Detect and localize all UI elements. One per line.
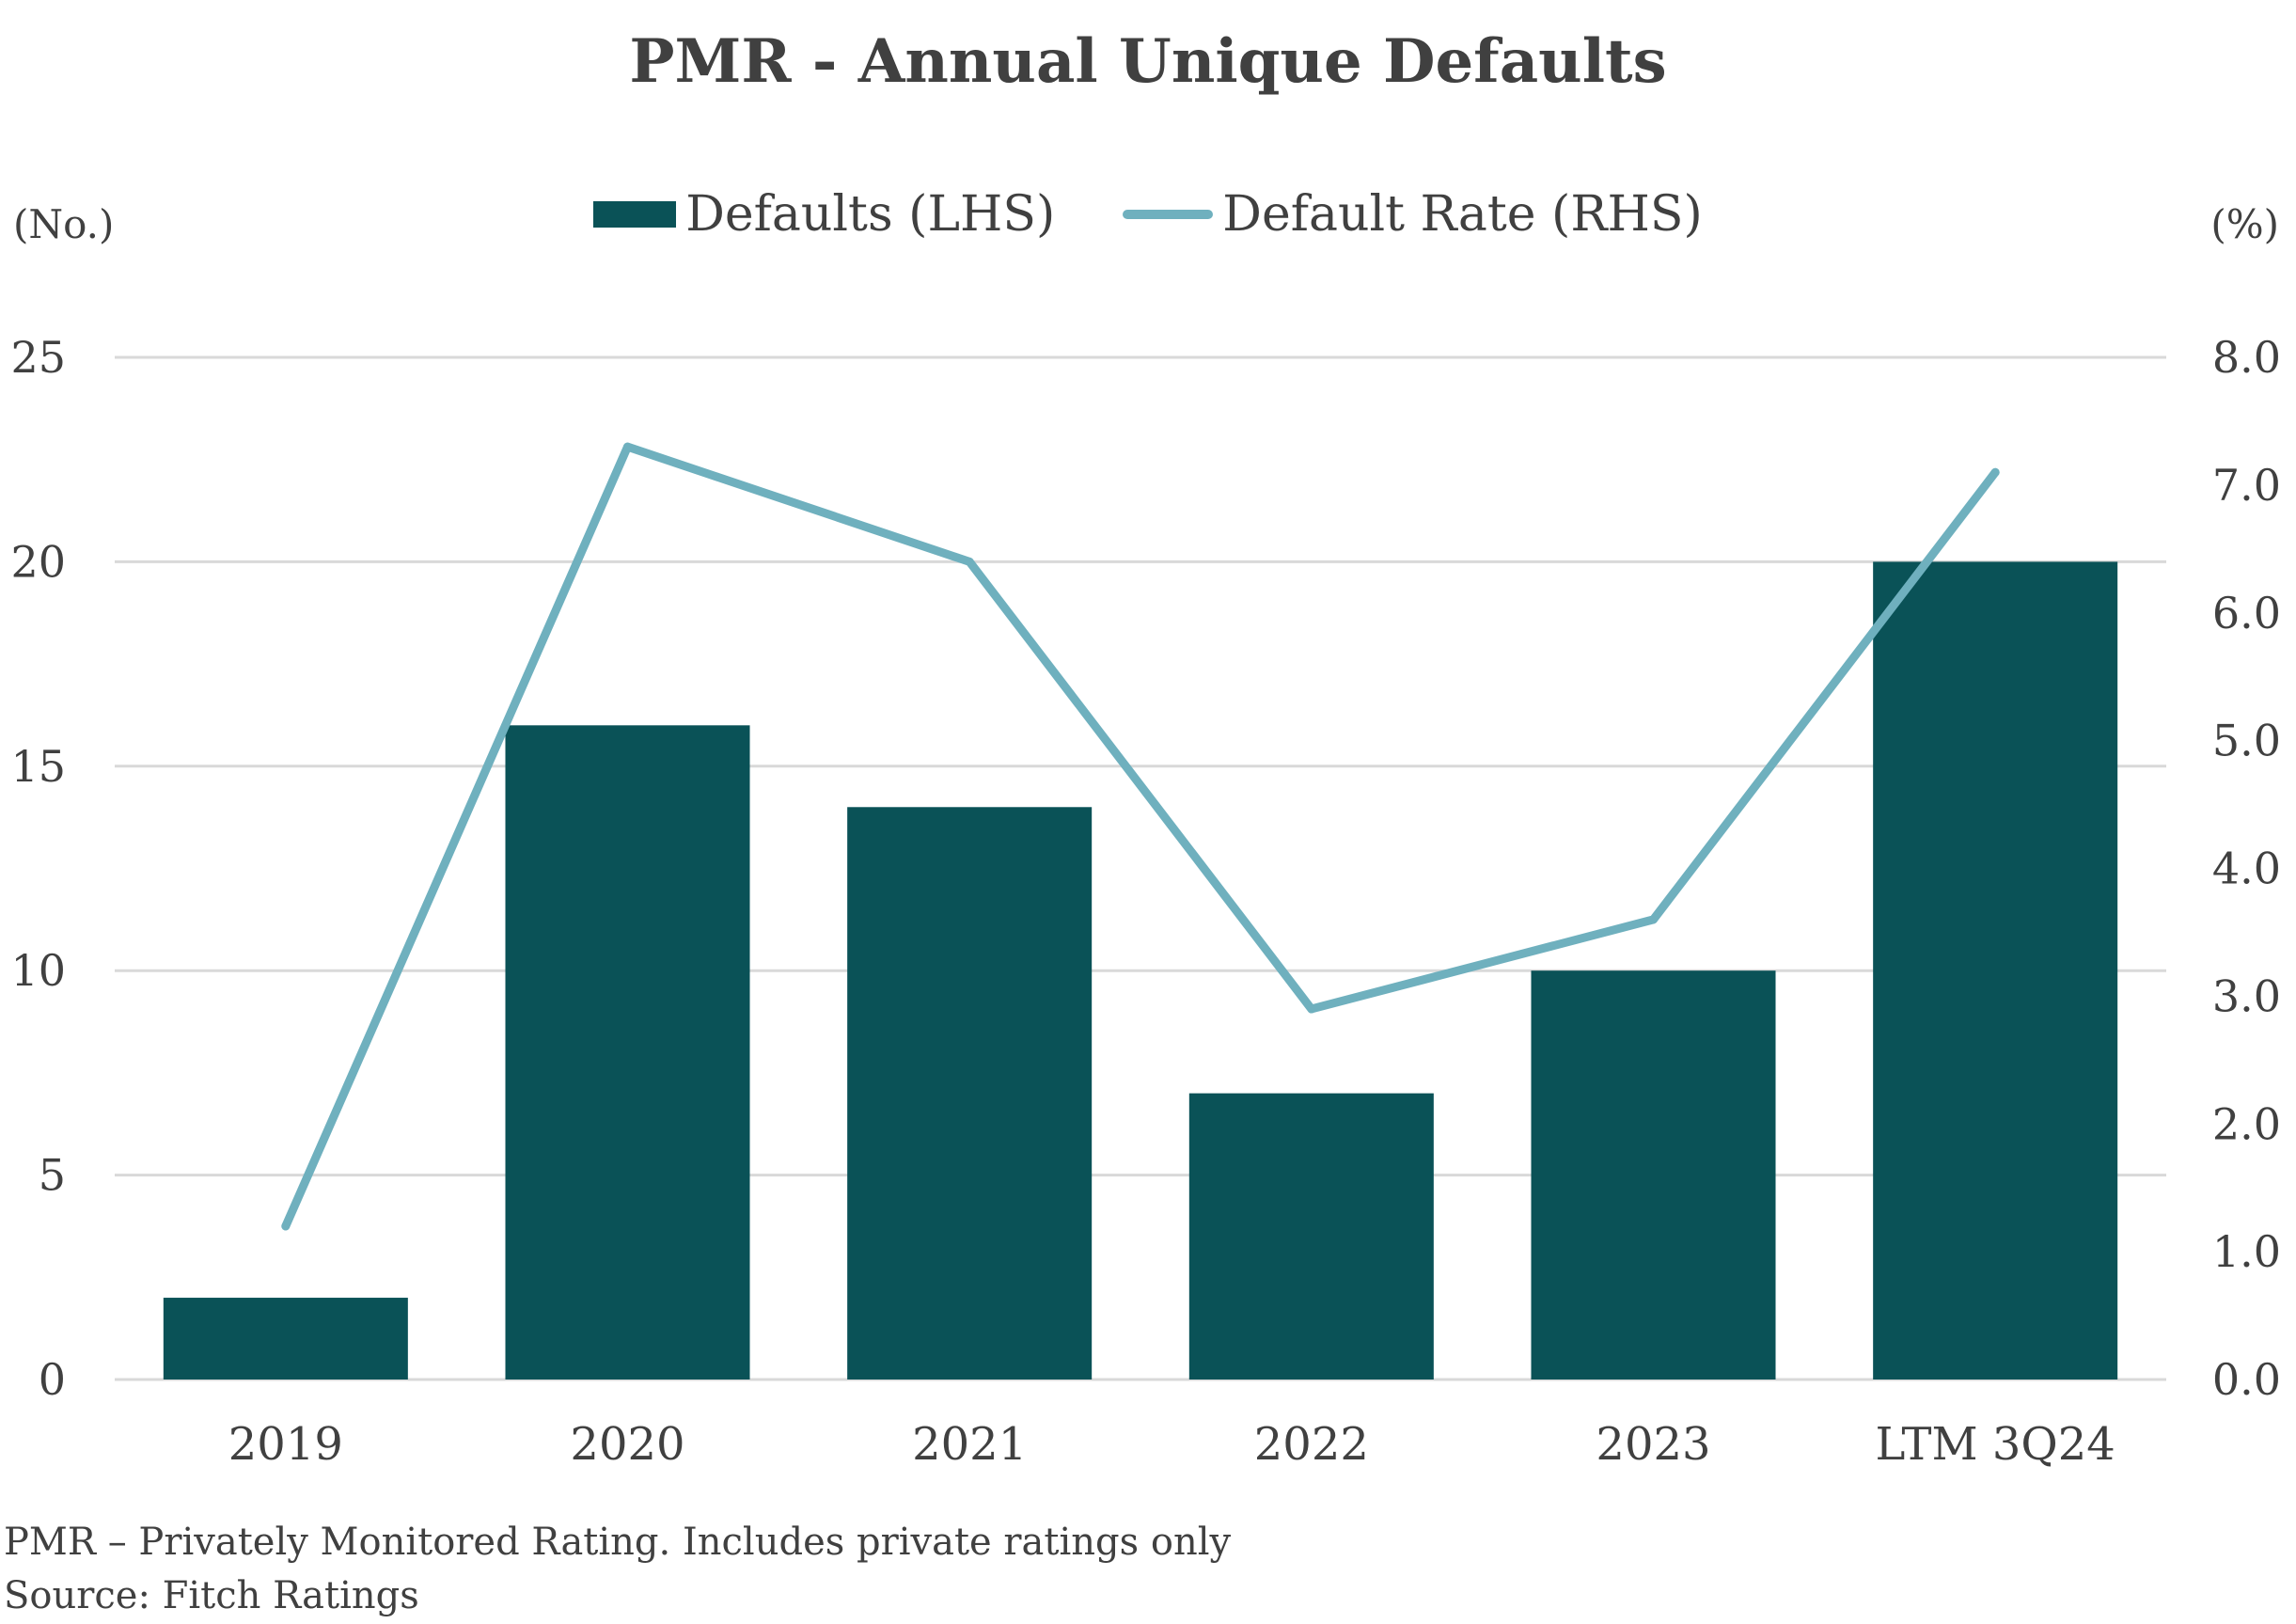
left-tick-label: 5 xyxy=(39,1150,66,1201)
chart-plot: 0 5 10 15 20 25 0.0 1.0 2.0 3.0 4.0 5.0 6.0 7.0 8.0 201… xyxy=(10,332,2281,1471)
legend-item-defaults: Defaults (LHS) xyxy=(593,186,1055,243)
legend-label-default-rate: Default Rate (RHS) xyxy=(1222,186,1703,243)
default-rate-point xyxy=(281,1222,291,1231)
x-tick-label: 2023 xyxy=(1596,1418,1710,1471)
left-tick-label: 0 xyxy=(39,1354,66,1405)
left-tick-label: 15 xyxy=(10,741,66,792)
right-tick-label: 5.0 xyxy=(2212,716,2281,766)
left-tick-label: 20 xyxy=(10,536,66,587)
left-axis-unit: (No.) xyxy=(13,201,115,247)
bar-2020 xyxy=(505,725,750,1380)
chart-title: PMR - Annual Unique Defaults xyxy=(629,26,1667,97)
footnote-definition: PMR – Privately Monitored Rating. Includ… xyxy=(4,1521,1232,1564)
right-tick-label: 2.0 xyxy=(2212,1098,2281,1149)
bar-ltm-3q24 xyxy=(1873,561,2118,1380)
footnotes: PMR – Privately Monitored Rating. Includ… xyxy=(4,1516,1231,1623)
right-tick-label: 0.0 xyxy=(2212,1354,2281,1405)
x-tick-label: 2019 xyxy=(228,1418,343,1471)
right-tick-label: 1.0 xyxy=(2212,1226,2281,1277)
default-rate-point xyxy=(1307,1004,1316,1014)
x-tick-label: LTM 3Q24 xyxy=(1875,1418,2115,1471)
bar-2022 xyxy=(1188,1093,1434,1380)
right-tick-label: 7.0 xyxy=(2212,460,2281,511)
right-tick-label: 6.0 xyxy=(2212,588,2281,639)
bar-2023 xyxy=(1531,970,1776,1380)
left-tick-label: 10 xyxy=(10,945,66,996)
gridlines xyxy=(115,355,2166,1381)
default-rate-point xyxy=(623,442,632,451)
bar-swatch-icon xyxy=(593,201,677,228)
tick-labels: 0 5 10 15 20 25 0.0 1.0 2.0 3.0 4.0 5.0 6.0 7.0 8.0 201… xyxy=(10,332,2281,1471)
chart-legend: Defaults (LHS) Default Rate (RHS) xyxy=(0,186,2296,243)
bar-series xyxy=(163,561,2118,1380)
line-swatch-icon xyxy=(1123,210,1214,219)
default-rate-point xyxy=(1649,915,1658,924)
line-series xyxy=(281,442,2000,1231)
default-rate-point xyxy=(1990,467,2000,477)
default-rate-point xyxy=(965,557,974,566)
right-tick-label: 8.0 xyxy=(2212,332,2281,383)
bar-2021 xyxy=(847,807,1093,1380)
x-tick-label: 2021 xyxy=(912,1418,1027,1471)
footnote-source: Source: Fitch Ratings xyxy=(4,1573,419,1617)
right-tick-label: 3.0 xyxy=(2212,970,2281,1021)
legend-label-defaults: Defaults (LHS) xyxy=(685,186,1056,243)
right-tick-label: 4.0 xyxy=(2212,844,2281,894)
left-tick-label: 25 xyxy=(10,332,66,383)
right-axis-unit: (%) xyxy=(2210,201,2279,247)
x-tick-label: 2022 xyxy=(1254,1418,1369,1471)
default-rate-line xyxy=(281,442,2000,1231)
legend-item-default-rate: Default Rate (RHS) xyxy=(1123,186,1703,243)
x-tick-label: 2020 xyxy=(570,1418,684,1471)
bar-2019 xyxy=(163,1298,408,1380)
